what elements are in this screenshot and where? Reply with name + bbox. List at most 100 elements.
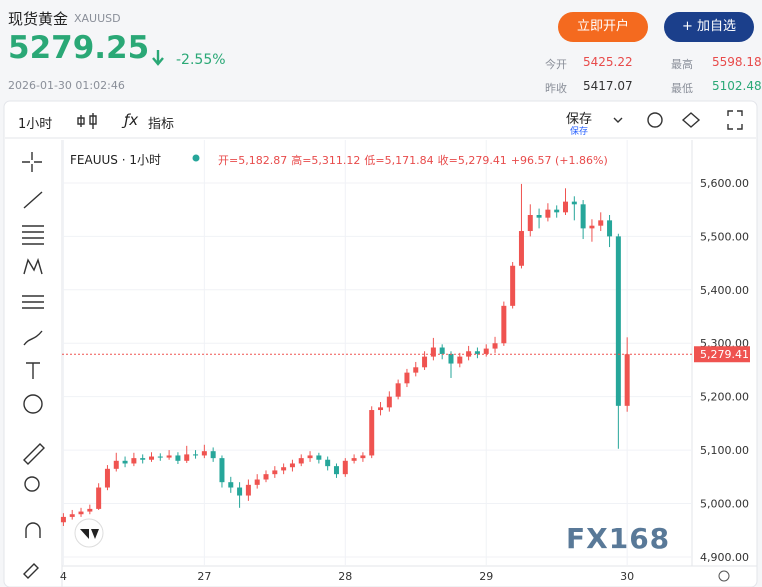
candle-body xyxy=(228,482,234,488)
ruler-tool[interactable] xyxy=(23,443,45,465)
candle-body xyxy=(466,351,472,357)
candle-body xyxy=(607,220,613,237)
stat-value: 5598.18 xyxy=(712,55,762,69)
line-tool[interactable] xyxy=(23,191,43,209)
candle-body xyxy=(298,458,304,464)
candle-body xyxy=(404,372,410,384)
symbol: XAUUSD xyxy=(74,12,121,25)
alert-icon[interactable] xyxy=(647,112,663,128)
candle-body xyxy=(483,348,489,354)
y-tick-label: 5,100.00 xyxy=(700,444,749,457)
chart-symbol: FEAUUS · 1小时 xyxy=(70,153,161,167)
candle-body xyxy=(615,236,621,406)
candle-body xyxy=(518,231,524,266)
magnet-tool[interactable] xyxy=(25,522,41,538)
settings-icon[interactable] xyxy=(681,112,701,128)
close-readout: 收=5,279.41 xyxy=(437,154,507,167)
zoom-tool[interactable] xyxy=(24,476,40,492)
x-tick-label: 4 xyxy=(60,570,67,583)
candle-body xyxy=(184,454,190,461)
projection-tool[interactable] xyxy=(22,295,44,309)
candle-body xyxy=(254,479,260,485)
stat-label: 今开 xyxy=(545,58,567,71)
interval-button[interactable]: 1小时 xyxy=(18,117,53,132)
candle-body xyxy=(369,410,375,456)
candle-body xyxy=(148,456,154,460)
stat-value: 5102.48 xyxy=(712,79,762,93)
y-tick-label: 5,200.00 xyxy=(700,391,749,404)
axis-settings[interactable] xyxy=(718,570,730,582)
fib-tool[interactable] xyxy=(22,225,44,245)
candle-body xyxy=(87,508,93,512)
y-tick-label: 5,400.00 xyxy=(700,284,749,297)
ohlc-readout: 开=5,182.87 高=5,311.12 低=5,171.84 收=5,279.41… xyxy=(218,152,612,168)
save-button[interactable]: 保存 xyxy=(566,112,593,127)
candle-body xyxy=(474,351,480,354)
candle-body xyxy=(457,356,463,364)
change: -2.55% xyxy=(176,52,226,68)
candle-body xyxy=(122,460,128,464)
candle-body xyxy=(342,460,348,475)
watermark: FX168 xyxy=(566,522,670,555)
pattern-tool[interactable] xyxy=(23,257,43,275)
stat-label: 最高 xyxy=(671,58,693,71)
candle-body xyxy=(210,451,216,459)
save-menu-icon[interactable] xyxy=(613,117,623,123)
emoji-tool[interactable] xyxy=(23,394,43,414)
x-tick-label: 28 xyxy=(338,570,352,583)
candle-body xyxy=(166,455,172,458)
candle-body xyxy=(439,347,445,354)
candle-body xyxy=(430,347,436,357)
candle-body xyxy=(131,458,137,464)
candle-body xyxy=(113,460,119,469)
candle-body xyxy=(422,356,428,368)
stat-value: 5425.22 xyxy=(583,55,633,69)
add-watchlist-button[interactable]: + 加自选 xyxy=(664,12,754,42)
candle-body xyxy=(175,455,181,461)
drawing-tools[interactable] xyxy=(22,110,743,579)
candle-body xyxy=(580,204,586,229)
stat-value: 5417.07 xyxy=(583,79,633,93)
candle-body xyxy=(78,511,84,515)
plot: FX168 xyxy=(60,140,692,565)
brush-tool[interactable] xyxy=(23,330,43,346)
candle-body xyxy=(554,209,560,213)
save-status: 保存 xyxy=(570,127,589,137)
text-tool[interactable] xyxy=(26,362,40,379)
candle-body xyxy=(263,474,269,480)
candle-body xyxy=(571,201,577,205)
candle-body xyxy=(395,383,401,397)
candle-body xyxy=(360,455,366,459)
price: 5279.25 xyxy=(8,30,150,66)
open-account-button[interactable]: 立即开户 xyxy=(558,12,648,42)
stat-label: 最低 xyxy=(671,82,693,95)
candle-body xyxy=(598,220,604,226)
down-arrow xyxy=(152,50,164,66)
candle-body xyxy=(289,463,295,468)
candle-body xyxy=(281,467,287,471)
lock-tool[interactable] xyxy=(23,563,39,579)
fullscreen-icon[interactable] xyxy=(727,110,743,130)
candle-body xyxy=(413,367,419,373)
chart-type-icon[interactable] xyxy=(77,113,97,129)
candle-body xyxy=(245,484,251,496)
indicators-button[interactable]: 指标 xyxy=(148,117,175,132)
title: 现货黄金 xyxy=(8,10,69,28)
candle-body xyxy=(157,456,163,458)
fx-icon[interactable]: ƒx xyxy=(124,111,139,129)
candle-body xyxy=(510,265,516,306)
candle-body xyxy=(563,201,569,213)
candle-body xyxy=(96,487,102,509)
candle-body xyxy=(193,454,199,456)
x-tick-label: 27 xyxy=(197,570,211,583)
crosshair-tool[interactable] xyxy=(22,152,42,172)
candle-body xyxy=(104,468,110,488)
chart-panel xyxy=(3,100,758,587)
y-tick-label: 5,500.00 xyxy=(700,230,749,243)
open-readout: 开=5,182.87 xyxy=(218,154,288,167)
candle-body xyxy=(536,215,542,218)
change-readout: +96.57 (+1.86%) xyxy=(510,154,608,167)
last-price-label: 5,279.41 xyxy=(700,348,749,361)
candle-body xyxy=(316,455,322,460)
